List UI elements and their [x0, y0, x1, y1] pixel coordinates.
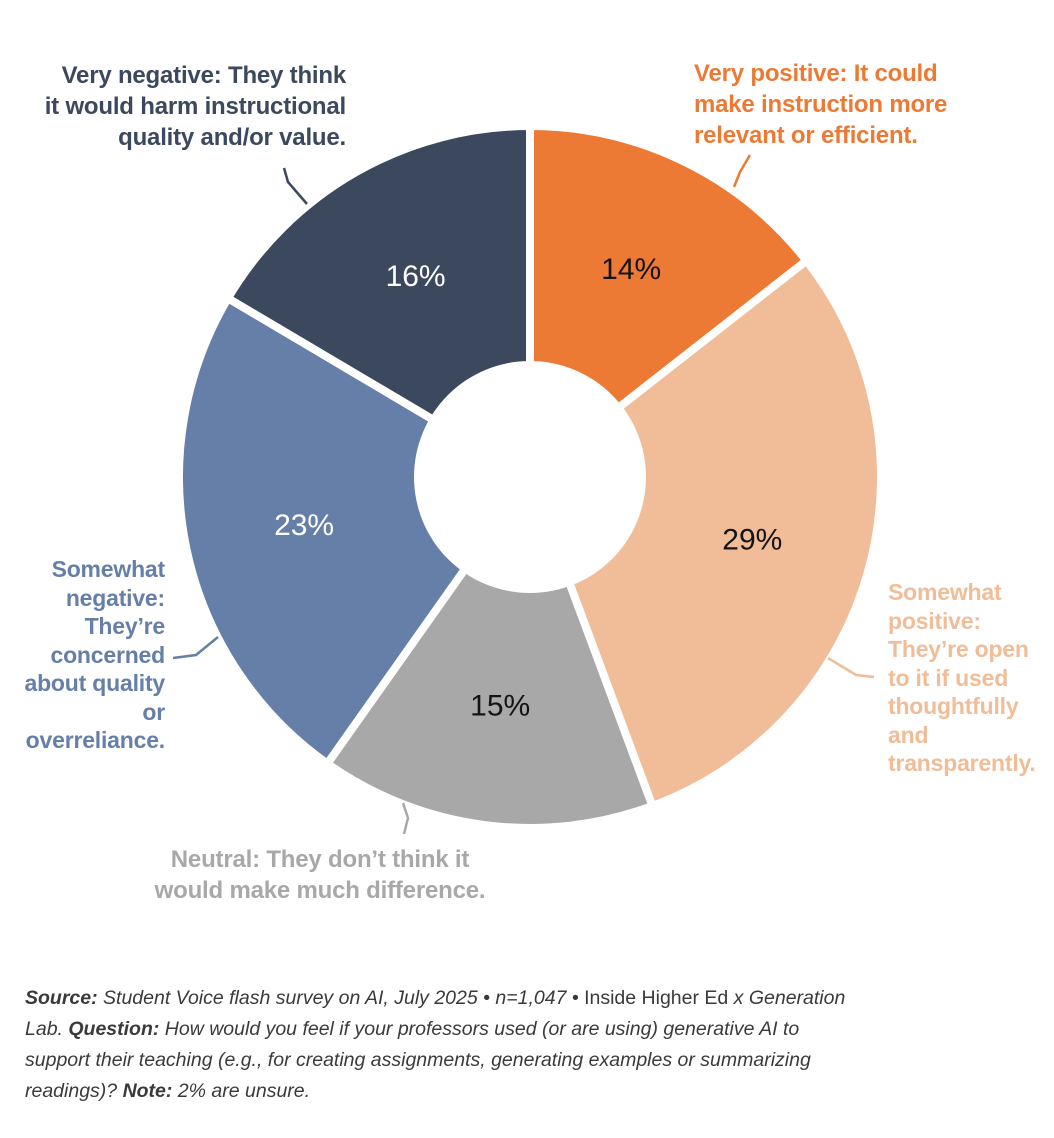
footnote-text-part: Inside Higher Ed: [584, 987, 729, 1009]
leader-line-somewhat-positive: [827, 656, 875, 679]
segment-value-label-very-positive: 14%: [601, 253, 661, 286]
leader-line-very-positive: [732, 154, 752, 188]
donut-chart: 14% 29% 15% 23% 16%: [172, 126, 885, 835]
callout-somewhat-negative: Somewhat negative: They’re concerned abo…: [24, 556, 165, 753]
leader-line-somewhat-negative: [172, 636, 219, 660]
footnote-text-part: Lab.: [25, 1018, 69, 1040]
donut-segment-somewhat-negative: [175, 292, 536, 770]
callout-very-positive: Very positive: It could make instruction…: [694, 60, 948, 149]
source-footnote: Source: Student Voice flash survey on AI…: [25, 983, 1041, 1107]
footnote-text-part: x Generation: [728, 987, 846, 1009]
callout-somewhat-positive: Somewhat positive: They’re open to it if…: [888, 579, 1036, 776]
leader-line-neutral: [401, 802, 410, 835]
footnote-text-part: Note:: [122, 1080, 173, 1102]
footnote-text-part: support their teaching (e.g., for creati…: [25, 1049, 811, 1071]
leader-lines: [172, 154, 875, 835]
footnote-text-part: Question:: [68, 1018, 160, 1040]
donut-hole: [414, 361, 646, 593]
footnote-text-part: readings)?: [25, 1080, 123, 1102]
callout-neutral: Neutral: They don’t think it would make …: [154, 846, 486, 904]
segment-value-label-neutral: 15%: [470, 690, 530, 723]
segment-value-label-very-negative: 16%: [386, 260, 446, 293]
segment-value-label-somewhat-negative: 23%: [274, 509, 334, 542]
footnote-text-part: 2% are unsure.: [172, 1080, 311, 1102]
footnote-text-part: How would you feel if your professors us…: [159, 1018, 800, 1040]
segment-value-labels: 14% 29% 15% 23% 16%: [274, 253, 782, 723]
footnote-text-part: Source:: [25, 987, 98, 1009]
donut-segment-neutral: [321, 468, 658, 832]
segment-value-label-somewhat-positive: 29%: [722, 523, 782, 556]
donut-segment-somewhat-positive: [525, 255, 885, 812]
callout-very-negative: Very negative: They think it would harm …: [44, 62, 346, 151]
footnote-text-part: Student Voice flash survey on AI, July 2…: [97, 987, 585, 1009]
leader-line-very-negative: [282, 167, 308, 205]
